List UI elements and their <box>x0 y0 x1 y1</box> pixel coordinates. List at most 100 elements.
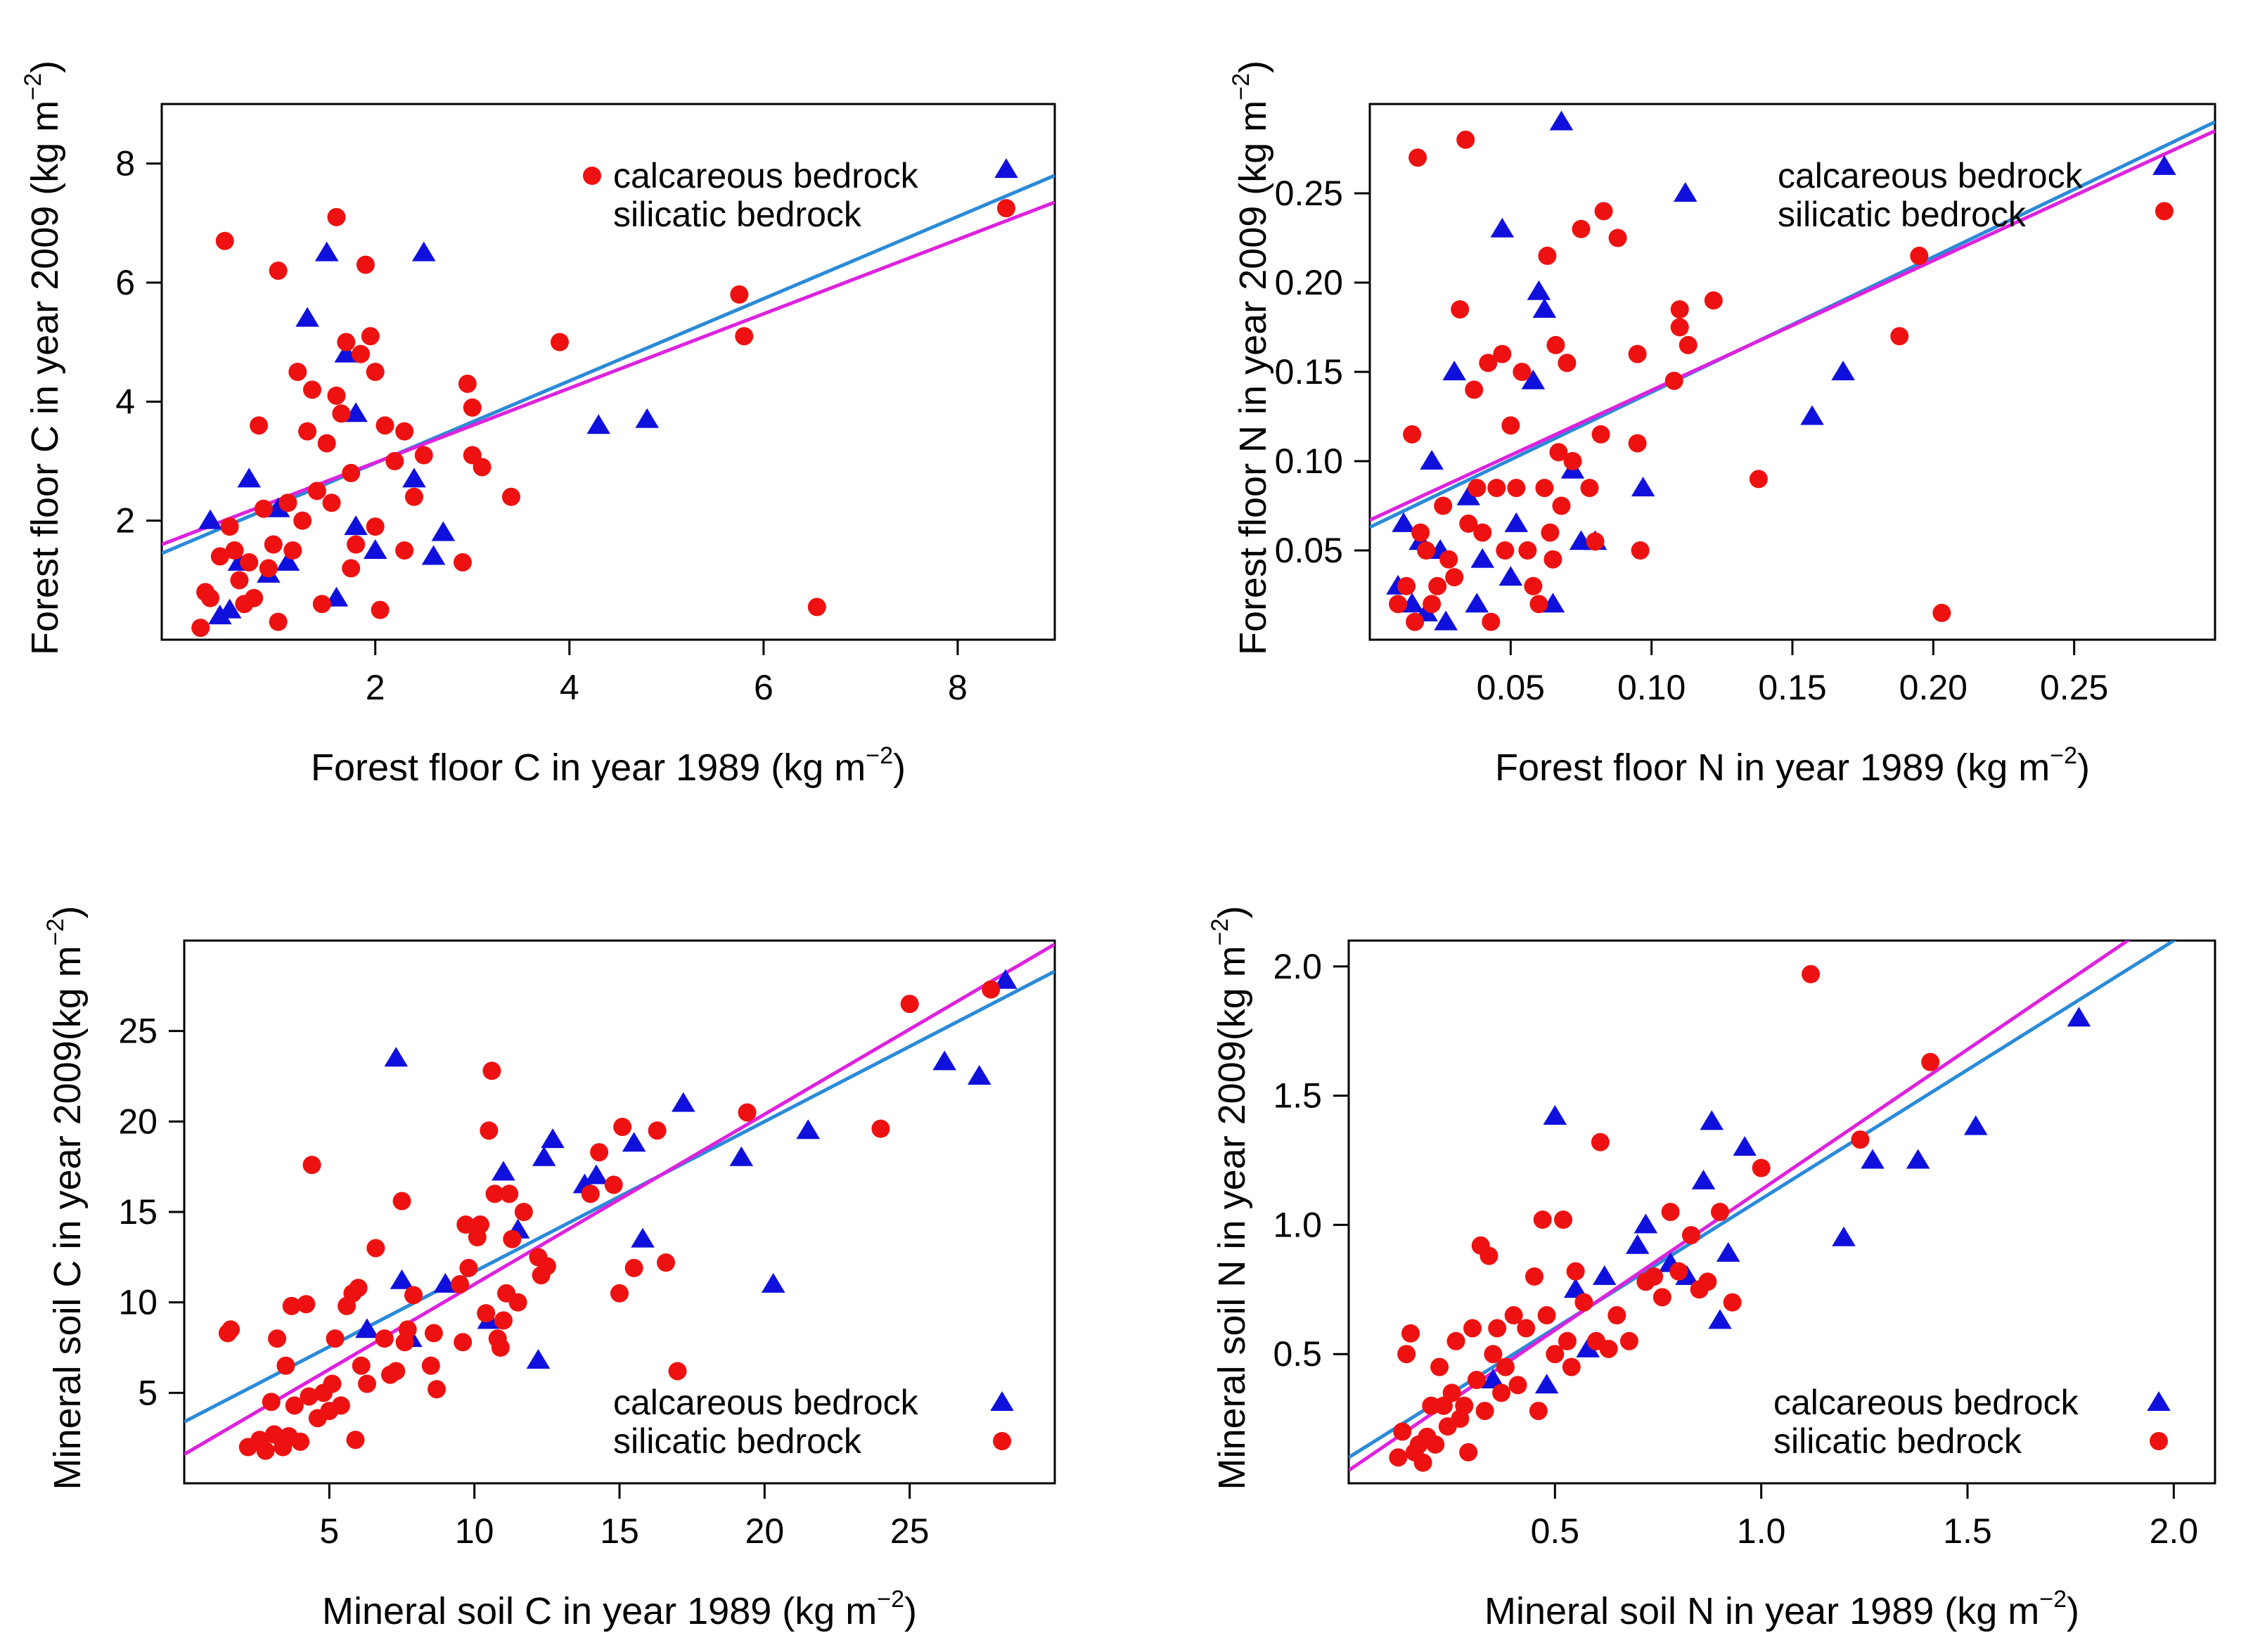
point-silicatic <box>245 588 264 607</box>
x-tick-label: 20 <box>745 1511 785 1551</box>
point-silicatic <box>1802 964 1821 983</box>
y-tick-label: 0.15 <box>1275 352 1343 392</box>
point-calcareous <box>622 1132 646 1152</box>
point-silicatic <box>470 1215 489 1234</box>
point-silicatic <box>1921 1052 1940 1071</box>
point-calcareous <box>355 1318 379 1338</box>
point-silicatic <box>312 595 331 614</box>
point-calcareous <box>1465 593 1489 613</box>
point-silicatic <box>1401 1324 1420 1343</box>
point-silicatic <box>225 541 244 560</box>
point-calcareous <box>1800 405 1824 425</box>
point-silicatic <box>982 980 1001 999</box>
point-silicatic <box>215 231 234 250</box>
point-silicatic <box>1537 1306 1556 1325</box>
x-axis-title: Mineral soil N in year 1989 (kg m−2) <box>1484 1586 2079 1632</box>
point-silicatic <box>300 1387 319 1406</box>
point-silicatic <box>347 535 366 554</box>
point-calcareous <box>1527 280 1551 300</box>
x-axis-title: Mineral soil C in year 1989 (kg m−2) <box>322 1586 917 1632</box>
panel-forest-floor-c: 2 4 6 8 2 4 6 8 Forest floor C in year 1989 (kg … <box>20 60 1056 789</box>
point-silicatic <box>1496 541 1515 560</box>
point-silicatic <box>342 463 361 482</box>
legend-marker-silicatic <box>2150 1432 2168 1450</box>
point-calcareous <box>1576 1337 1600 1357</box>
x-tick-label: 25 <box>890 1511 930 1551</box>
point-silicatic <box>550 333 569 351</box>
y-tick-label: 2.0 <box>1273 947 1322 986</box>
point-calcareous <box>541 1128 565 1149</box>
y-tick-label: 5 <box>138 1373 158 1412</box>
point-silicatic <box>424 1324 443 1343</box>
point-silicatic <box>900 995 919 1014</box>
x-tick-label: 4 <box>560 668 579 707</box>
point-silicatic <box>1423 595 1442 614</box>
x-tick-label: 0.25 <box>2040 668 2108 707</box>
point-calcareous <box>1521 369 1546 389</box>
point-silicatic <box>1932 603 1951 622</box>
x-tick-label: 2.0 <box>2150 1511 2199 1551</box>
point-silicatic <box>1501 416 1520 435</box>
point-silicatic <box>371 600 390 619</box>
point-calcareous <box>1490 217 1515 238</box>
point-silicatic <box>1504 1306 1523 1325</box>
x-tick-label: 8 <box>948 668 968 707</box>
point-calcareous <box>217 598 242 619</box>
point-calcareous <box>1963 1115 1988 1135</box>
point-silicatic <box>1513 363 1532 381</box>
point-silicatic <box>392 1192 411 1211</box>
y-tick-label: 15 <box>118 1192 158 1232</box>
point-silicatic <box>463 398 482 417</box>
point-silicatic <box>1558 1331 1577 1350</box>
point-silicatic <box>414 446 433 465</box>
point-calcareous <box>932 1050 956 1071</box>
point-silicatic <box>1890 327 1909 346</box>
point-calcareous <box>237 467 262 488</box>
point-silicatic <box>648 1121 667 1140</box>
point-calcareous <box>1733 1136 1757 1156</box>
point-silicatic <box>514 1203 533 1221</box>
point-calcareous <box>1691 1169 1716 1189</box>
point-silicatic <box>404 487 423 506</box>
point-silicatic <box>1586 532 1605 551</box>
point-silicatic <box>322 493 341 512</box>
x-tick-label: 0.20 <box>1899 668 1968 707</box>
point-silicatic <box>278 493 297 512</box>
point-calcareous <box>1832 1226 1856 1246</box>
point-silicatic <box>327 207 346 226</box>
point-silicatic <box>210 547 229 566</box>
plot-frame <box>1347 939 2216 1485</box>
point-calcareous <box>334 342 359 363</box>
point-silicatic <box>230 571 249 590</box>
point-silicatic <box>613 1118 632 1137</box>
point-silicatic <box>259 559 278 578</box>
point-silicatic <box>421 1356 440 1375</box>
point-calcareous <box>1633 1213 1658 1234</box>
x-axis-title: Forest floor C in year 1989 (kg m−2) <box>311 742 906 789</box>
x-tick-label: 6 <box>754 668 774 707</box>
point-silicatic <box>1628 344 1647 363</box>
point-silicatic <box>1467 1370 1486 1389</box>
point-silicatic <box>482 1061 501 1080</box>
point-calcareous <box>1543 1104 1567 1125</box>
point-silicatic <box>1681 1226 1700 1245</box>
point-silicatic <box>302 1156 321 1175</box>
point-silicatic <box>494 1311 513 1330</box>
y-tick-label: 8 <box>115 144 135 183</box>
point-silicatic <box>508 1293 527 1312</box>
x-tick-label: 0.05 <box>1477 668 1545 707</box>
point-calcareous <box>208 605 232 625</box>
point-silicatic <box>342 559 361 578</box>
point-silicatic <box>387 1362 406 1381</box>
point-silicatic <box>1468 479 1487 498</box>
point-silicatic <box>361 327 380 346</box>
point-silicatic <box>1488 1319 1507 1338</box>
point-silicatic <box>346 1431 365 1450</box>
point-silicatic <box>222 1320 240 1339</box>
legend-marker-silicatic <box>583 167 601 185</box>
point-silicatic <box>1475 1402 1494 1421</box>
point-calcareous <box>1534 1374 1559 1394</box>
point-calcareous <box>1673 182 1697 202</box>
point-silicatic <box>604 1175 623 1194</box>
point-silicatic <box>1442 1383 1461 1402</box>
